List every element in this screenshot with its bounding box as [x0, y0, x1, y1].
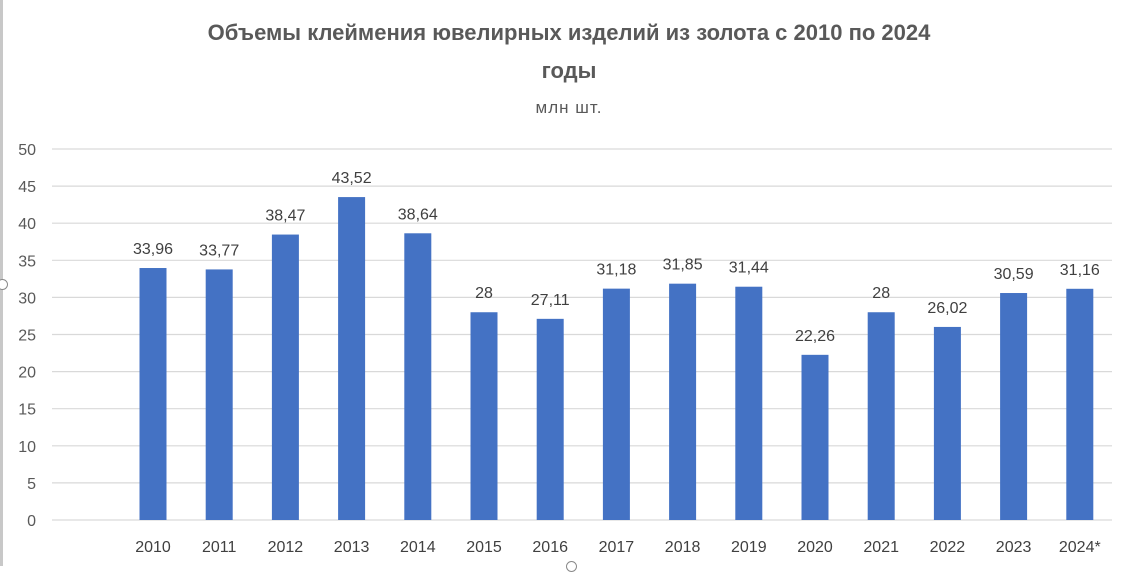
data-label: 31,44 [729, 260, 769, 277]
bar [867, 312, 895, 520]
x-tick-label: 2021 [863, 539, 899, 556]
x-tick-label: 2017 [599, 539, 635, 556]
data-label: 31,16 [1060, 262, 1100, 279]
bar [602, 288, 630, 520]
x-tick-label: 2015 [466, 539, 502, 556]
data-label: 31,85 [663, 257, 703, 274]
bar [1000, 293, 1028, 520]
x-tick-label: 2013 [334, 539, 370, 556]
data-label: 38,47 [265, 208, 305, 225]
chart-subtitle: млн шт. [536, 98, 603, 117]
x-tick-label: 2020 [797, 539, 833, 556]
x-tick-label: 2019 [731, 539, 767, 556]
bar [1066, 288, 1094, 520]
x-tick-label: 2016 [532, 539, 568, 556]
data-label: 22,26 [795, 328, 835, 345]
resize-handle-left[interactable] [0, 279, 8, 290]
data-label: 27,11 [531, 292, 570, 309]
y-axis-ticks: 0 5 10 15 20 25 30 35 40 45 50 [18, 142, 36, 530]
x-axis-ticks: 2010 2011 2012 2013 2014 2015 2016 2017 2018 2019… [135, 539, 1101, 556]
x-tick-label: 2010 [135, 539, 171, 556]
bar [933, 326, 961, 520]
y-tick-label: 45 [18, 179, 36, 196]
x-tick-label: 2022 [930, 539, 966, 556]
data-label: 28 [475, 285, 493, 302]
bar [536, 318, 564, 520]
data-label: 30,59 [994, 266, 1034, 283]
data-label: 26,02 [927, 300, 967, 317]
bar [139, 268, 167, 520]
chart-title-line1: Объемы клеймения ювелирных изделий из зо… [208, 20, 931, 45]
bar [205, 269, 233, 520]
data-label: 38,64 [398, 206, 438, 223]
data-labels: 33,96 33,77 38,47 43,52 38,64 28 27,11 31,18 31,… [133, 170, 1100, 345]
chart-title-line2: годы [542, 58, 597, 83]
y-tick-label: 15 [18, 402, 36, 419]
bar [735, 286, 763, 520]
data-label: 33,77 [199, 242, 239, 259]
bar [338, 197, 366, 520]
x-tick-label: 2018 [665, 539, 701, 556]
data-label: 28 [872, 285, 890, 302]
bar [801, 354, 829, 520]
x-tick-label: 2011 [202, 539, 237, 556]
x-tick-label: 2024* [1059, 539, 1101, 556]
y-tick-label: 35 [18, 253, 36, 270]
data-label: 31,18 [596, 262, 636, 279]
y-tick-label: 25 [18, 328, 36, 345]
y-tick-label: 40 [18, 216, 36, 233]
data-label: 33,96 [133, 241, 173, 258]
y-tick-label: 20 [18, 365, 36, 382]
y-tick-label: 10 [18, 439, 36, 456]
bar [470, 312, 498, 520]
x-tick-label: 2014 [400, 539, 436, 556]
y-tick-label: 30 [18, 290, 36, 307]
data-label: 43,52 [332, 170, 372, 187]
y-tick-label: 0 [27, 513, 36, 530]
bars [139, 197, 1094, 520]
y-tick-label: 50 [18, 142, 36, 159]
bar [669, 283, 697, 520]
x-tick-label: 2023 [996, 539, 1032, 556]
bar [271, 234, 299, 520]
y-tick-label: 5 [27, 476, 36, 493]
bar [404, 233, 432, 520]
x-tick-label: 2012 [268, 539, 304, 556]
